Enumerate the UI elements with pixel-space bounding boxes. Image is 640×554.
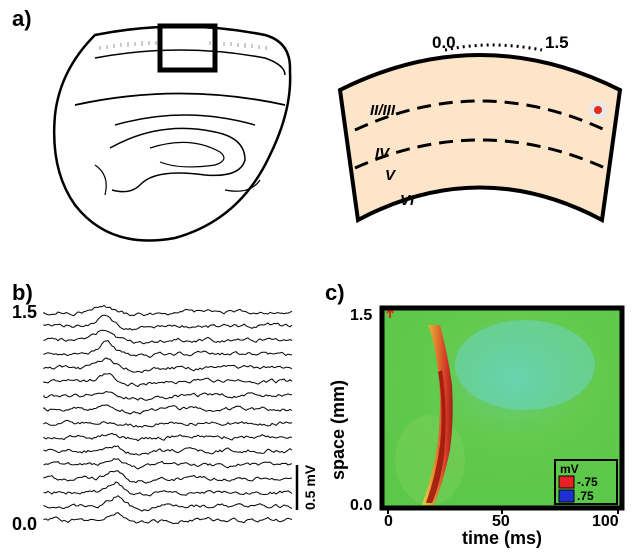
brain-outer: [54, 27, 290, 241]
trace: [44, 482, 292, 496]
trace: [44, 341, 292, 358]
trace: [44, 374, 292, 387]
trace: [44, 513, 292, 524]
wedge-shape: [340, 55, 620, 220]
c-xtick-2: 100: [592, 513, 619, 530]
hipp-inner: [150, 142, 224, 167]
c-xtick-0: 0: [384, 513, 393, 530]
roi-box: [160, 26, 215, 70]
scale-start: 0.0: [432, 33, 456, 52]
stim-electrode: [594, 106, 602, 114]
panel-a-label: a): [12, 6, 32, 32]
trace: [44, 305, 292, 315]
traces-group: [44, 305, 292, 523]
trace: [44, 405, 292, 414]
panel-c-heatmap: space (mm) 1.5 0.0: [330, 300, 630, 548]
cb-neg-label: -.75: [577, 475, 598, 489]
cc-line: [75, 94, 285, 106]
figure: a): [0, 0, 640, 554]
c-xlabel: time (ms): [462, 528, 542, 548]
b-y-bottom: 0.0: [12, 514, 37, 534]
trace: [44, 459, 292, 470]
electrode-line: [445, 45, 542, 50]
cb-unit: mV: [560, 462, 579, 476]
panel-a-wedge: 0.0 1.5 II/III IV V VI: [330, 20, 630, 250]
trace: [44, 330, 292, 344]
layer-6: VI: [400, 192, 415, 209]
c-ylabel: space (mm): [330, 380, 348, 480]
trace: [44, 392, 292, 401]
c-ytick-bot: 0.0: [350, 497, 372, 514]
trace: [44, 433, 292, 440]
b-y-top: 1.5: [12, 302, 37, 322]
hipp-outer: [110, 128, 245, 191]
cb-pos-swatch: [559, 490, 574, 502]
layer-4: IV: [375, 145, 391, 162]
scale-end: 1.5: [545, 33, 569, 52]
c-ytick-top: 1.5: [350, 307, 372, 324]
panel-a-brain: [40, 20, 320, 250]
scalebar-label: 0.5 mV: [302, 464, 318, 510]
trace: [44, 471, 292, 483]
trace: [44, 315, 292, 330]
trace: [44, 358, 292, 373]
layer-23: II/III: [370, 102, 396, 119]
trace: [44, 496, 292, 511]
cb-pos-label: .75: [577, 489, 594, 503]
electrode-dots: [100, 41, 266, 50]
traces-svg: 1.5 0.0 0.5 mV: [12, 300, 327, 540]
brain-outline-svg: [40, 20, 320, 250]
trace: [44, 446, 292, 455]
trace: [44, 420, 292, 427]
hipp-top: [115, 115, 255, 125]
cb-neg-swatch: [559, 476, 574, 488]
wedge-svg: 0.0 1.5 II/III IV V VI: [330, 20, 630, 250]
panel-b-traces: 1.5 0.0 0.5 mV: [12, 300, 327, 540]
misc-1: [95, 165, 106, 195]
heatmap-svg: space (mm) 1.5 0.0: [330, 300, 630, 548]
